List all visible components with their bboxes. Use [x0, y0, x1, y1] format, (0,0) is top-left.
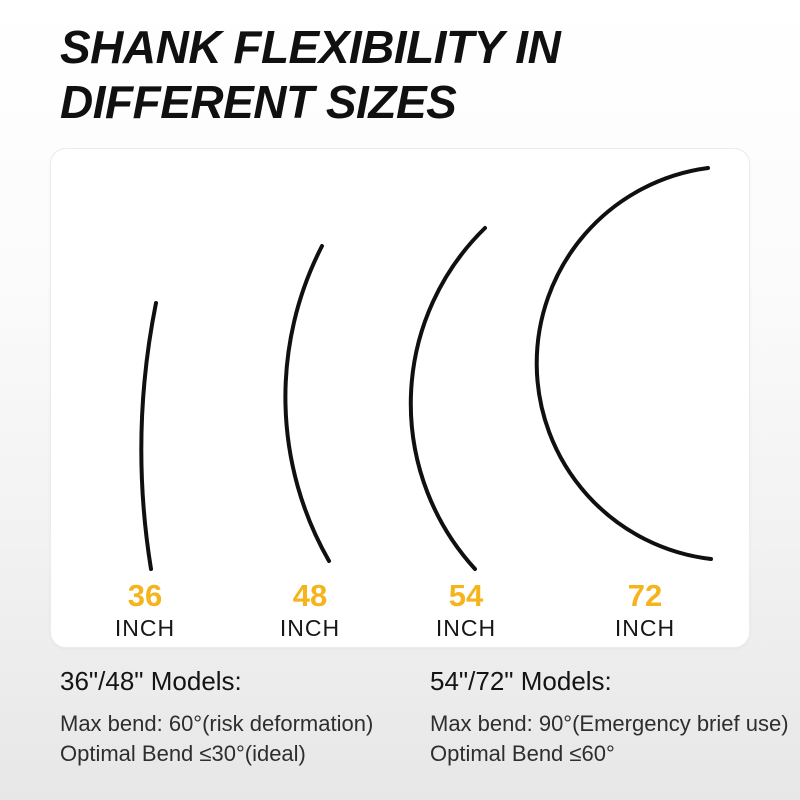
size-label-54: 54 INCH — [406, 580, 526, 642]
size-label-48: 48 INCH — [250, 580, 370, 642]
arc-36-inch — [139, 301, 158, 571]
spec-heading-large-models: 54"/72" Models: — [430, 666, 612, 696]
size-value-36: 36 — [127, 578, 163, 613]
size-value-54: 54 — [448, 578, 484, 613]
size-unit-36: INCH — [114, 615, 176, 641]
spec-heading-small-models: 36"/48" Models: — [60, 666, 242, 696]
spec-optimal-bend-large: Optimal Bend ≤60° — [430, 741, 615, 766]
shank-bend-curves — [139, 166, 713, 571]
page-title-line2: DIFFERENT SIZES — [60, 76, 457, 128]
size-label-72: 72 INCH — [585, 580, 705, 642]
spec-block-small-models: 36"/48" Models: Max bend: 60°(risk defor… — [60, 666, 430, 769]
spec-block-large-models: 54"/72" Models: Max bend: 90°(Emergency … — [430, 666, 800, 769]
page-title-line1: SHANK FLEXIBILITY IN — [60, 21, 561, 73]
page-title: SHANK FLEXIBILITY IN DIFFERENT SIZES — [60, 20, 561, 130]
spec-optimal-bend-small: Optimal Bend ≤30°(ideal) — [60, 741, 306, 766]
arc-72-inch — [534, 166, 713, 561]
size-unit-72: INCH — [614, 615, 676, 641]
size-unit-54: INCH — [435, 615, 497, 641]
size-unit-48: INCH — [279, 615, 341, 641]
arc-48-inch — [283, 244, 331, 563]
spec-max-bend-large: Max bend: 90°(Emergency brief use) — [430, 711, 789, 736]
size-value-48: 48 — [292, 578, 328, 613]
arc-54-inch — [408, 226, 487, 571]
flexibility-diagram-card — [50, 148, 750, 648]
size-label-36: 36 INCH — [85, 580, 205, 642]
spec-max-bend-small: Max bend: 60°(risk deformation) — [60, 711, 374, 736]
size-value-72: 72 — [627, 578, 663, 613]
